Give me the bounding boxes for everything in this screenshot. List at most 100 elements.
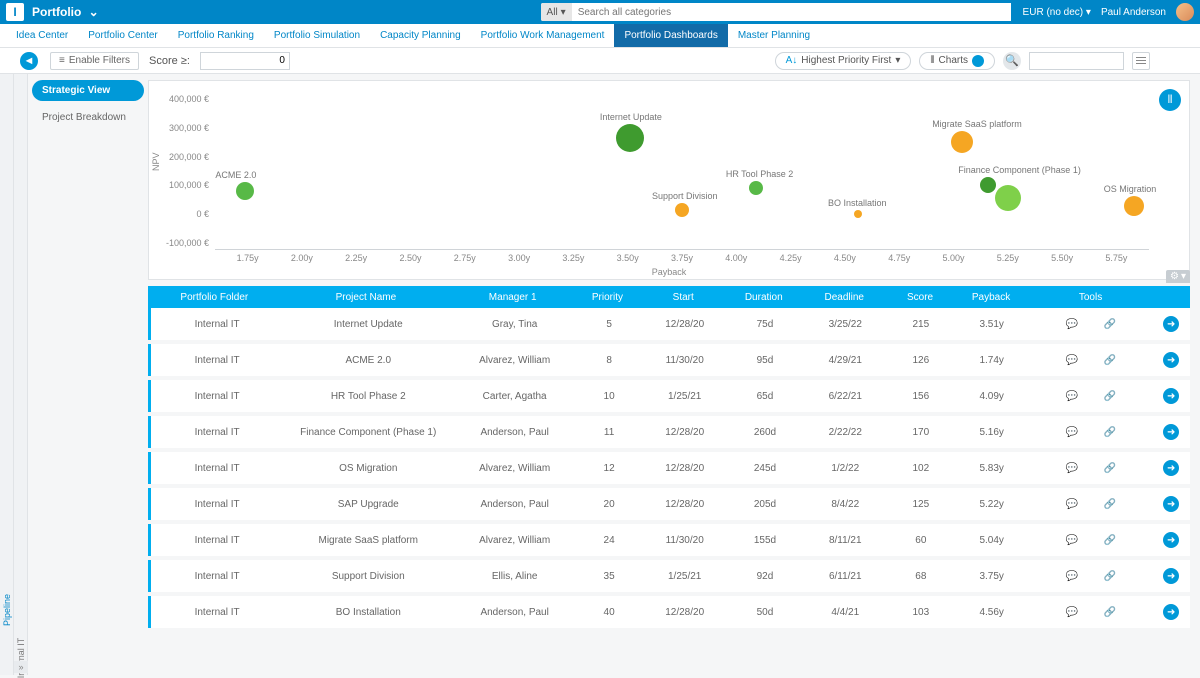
open-row-button[interactable]: ➜ (1163, 496, 1179, 512)
open-row-button[interactable]: ➜ (1163, 460, 1179, 476)
menu-button[interactable] (1132, 52, 1150, 70)
column-header[interactable]: Portfolio Folder (148, 292, 281, 303)
tab-master-planning[interactable]: Master Planning (728, 24, 820, 47)
column-header[interactable]: Score (887, 292, 953, 303)
sidebar-item-breakdown[interactable]: Project Breakdown (32, 107, 144, 128)
open-row-button[interactable]: ➜ (1163, 604, 1179, 620)
table-cell: Migrate SaaS platform (283, 535, 453, 546)
chart-bubble[interactable] (854, 210, 862, 218)
column-header[interactable]: Payback (953, 292, 1029, 303)
open-row-button[interactable]: ➜ (1163, 316, 1179, 332)
table-cell: 126 (888, 355, 954, 366)
chart-bubble[interactable] (995, 185, 1021, 211)
link-icon[interactable]: 🔗 (1103, 389, 1117, 403)
open-row-button[interactable]: ➜ (1163, 352, 1179, 368)
table-settings-button[interactable]: ⚙▾ (1166, 270, 1190, 283)
avatar[interactable] (1176, 3, 1194, 21)
chat-icon[interactable]: 💬 (1065, 569, 1079, 583)
link-icon[interactable]: 🔗 (1103, 461, 1117, 475)
column-header[interactable]: Deadline (802, 292, 887, 303)
link-icon[interactable]: 🔗 (1103, 317, 1117, 331)
table-cell: Internal IT (151, 355, 283, 366)
search-circle-button[interactable]: 🔍 (1003, 52, 1021, 70)
table-cell: 4/4/21 (803, 607, 888, 618)
rail-tab-pipeline[interactable]: Pipeline (2, 594, 12, 626)
portfolio-dropdown[interactable]: Portfolio ⌄ (32, 5, 99, 19)
table-cell: 12 (576, 463, 642, 474)
table-cell: ACME 2.0 (283, 355, 453, 366)
table-cell: Internal IT (151, 391, 283, 402)
chart-bubble[interactable] (236, 182, 254, 200)
open-row-button[interactable]: ➜ (1163, 532, 1179, 548)
chat-icon[interactable]: 💬 (1065, 605, 1079, 619)
table-cell: Carter, Agatha (453, 391, 576, 402)
chat-icon[interactable]: 💬 (1065, 461, 1079, 475)
currency-selector[interactable]: EUR (no dec) ▾ (1023, 7, 1091, 18)
link-icon[interactable]: 🔗 (1103, 425, 1117, 439)
chat-icon[interactable]: 💬 (1065, 353, 1079, 367)
chat-icon[interactable]: 💬 (1065, 425, 1079, 439)
link-icon[interactable]: 🔗 (1103, 533, 1117, 547)
search-scope-dropdown[interactable]: All ▾ (541, 3, 572, 21)
chat-icon[interactable]: 💬 (1065, 533, 1079, 547)
tab-portfolio-center[interactable]: Portfolio Center (78, 24, 167, 47)
link-icon[interactable]: 🔗 (1103, 497, 1117, 511)
tools-cell: 💬🔗 (1029, 461, 1152, 475)
table-cell: 4.09y (954, 391, 1030, 402)
search-icon: 🔍 (1005, 54, 1019, 67)
back-button[interactable]: ◄ (20, 52, 38, 70)
tab-portfolio-simulation[interactable]: Portfolio Simulation (264, 24, 370, 47)
sidebar-item-strategic[interactable]: Strategic View (32, 80, 144, 101)
column-header[interactable]: Start (641, 292, 726, 303)
score-input[interactable] (200, 52, 290, 70)
enable-filters-label: Enable Filters (69, 55, 130, 66)
chat-icon[interactable]: 💬 (1065, 389, 1079, 403)
column-header[interactable]: Priority (574, 292, 640, 303)
chart-bubble[interactable] (951, 131, 973, 153)
tab-portfolio-work-management[interactable]: Portfolio Work Management (471, 24, 615, 47)
chart-bubble-label: HR Tool Phase 2 (726, 169, 793, 179)
enable-filters-button[interactable]: ≡ Enable Filters (50, 52, 139, 70)
tab-capacity-planning[interactable]: Capacity Planning (370, 24, 471, 47)
left-rail-2: Internal IT » (14, 74, 28, 675)
column-header[interactable]: Project Name (281, 292, 452, 303)
chart-bubble[interactable] (1124, 196, 1144, 216)
chart-settings-button[interactable]: ⫴ (1159, 89, 1181, 111)
table-cell: 68 (888, 571, 954, 582)
column-header[interactable]: Tools (1029, 292, 1152, 303)
table-row: Internal ITInternet UpdateGray, Tina512/… (148, 308, 1190, 340)
user-menu[interactable]: Paul Anderson (1101, 7, 1166, 18)
link-icon[interactable]: 🔗 (1103, 605, 1117, 619)
table-cell: Internal IT (151, 319, 283, 330)
chart-bubble-label: Migrate SaaS platform (932, 119, 1022, 129)
chat-icon[interactable]: 💬 (1065, 317, 1079, 331)
table-cell: 245d (727, 463, 803, 474)
column-header[interactable]: Manager 1 (451, 292, 574, 303)
search-input[interactable] (572, 3, 1011, 21)
tab-portfolio-ranking[interactable]: Portfolio Ranking (168, 24, 264, 47)
x-tick: 1.75y (237, 253, 259, 263)
chat-icon[interactable]: 💬 (1065, 497, 1079, 511)
column-header[interactable]: Duration (726, 292, 802, 303)
filter-input[interactable] (1029, 52, 1124, 70)
link-icon[interactable]: 🔗 (1103, 353, 1117, 367)
rail-expand-button[interactable]: » (14, 661, 28, 673)
chart-bubble[interactable] (616, 124, 644, 152)
tools-cell: 💬🔗 (1029, 353, 1152, 367)
open-row-button[interactable]: ➜ (1163, 424, 1179, 440)
sort-dropdown[interactable]: A↓ Highest Priority First ▾ (775, 52, 912, 70)
app-logo[interactable]: I (6, 3, 24, 21)
chart-bubble[interactable] (980, 177, 996, 193)
tab-portfolio-dashboards[interactable]: Portfolio Dashboards (614, 24, 727, 47)
chart-bubble[interactable] (675, 203, 689, 217)
tab-idea-center[interactable]: Idea Center (6, 24, 78, 47)
table-cell: 6/22/21 (803, 391, 888, 402)
chart-bubble[interactable] (749, 181, 763, 195)
link-icon[interactable]: 🔗 (1103, 569, 1117, 583)
side-column: Strategic View Project Breakdown (28, 74, 148, 675)
open-row-button[interactable]: ➜ (1163, 568, 1179, 584)
table-cell: 215 (888, 319, 954, 330)
table-cell: 156 (888, 391, 954, 402)
charts-toggle[interactable]: ⫴ Charts (919, 52, 995, 70)
open-row-button[interactable]: ➜ (1163, 388, 1179, 404)
